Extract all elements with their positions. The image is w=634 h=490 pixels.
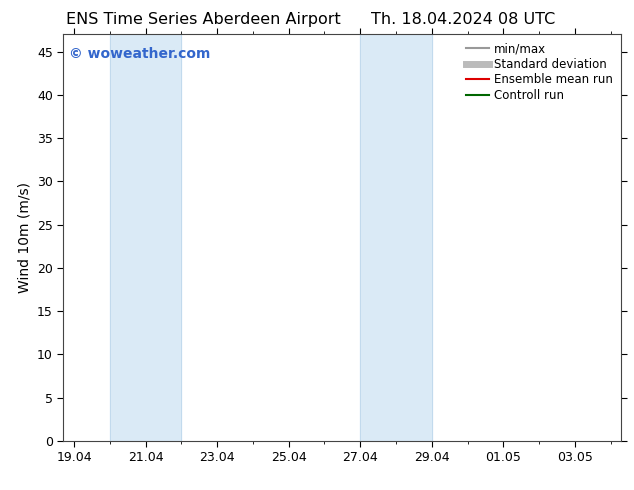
Legend: min/max, Standard deviation, Ensemble mean run, Controll run: min/max, Standard deviation, Ensemble me… [461, 38, 618, 106]
Text: ENS Time Series Aberdeen Airport: ENS Time Series Aberdeen Airport [65, 12, 340, 27]
Bar [110, 34, 181, 441]
Bar [360, 34, 432, 441]
Y-axis label: Wind 10m (m/s): Wind 10m (m/s) [18, 182, 32, 293]
Text: Th. 18.04.2024 08 UTC: Th. 18.04.2024 08 UTC [371, 12, 555, 27]
Text: © woweather.com: © woweather.com [69, 47, 210, 60]
